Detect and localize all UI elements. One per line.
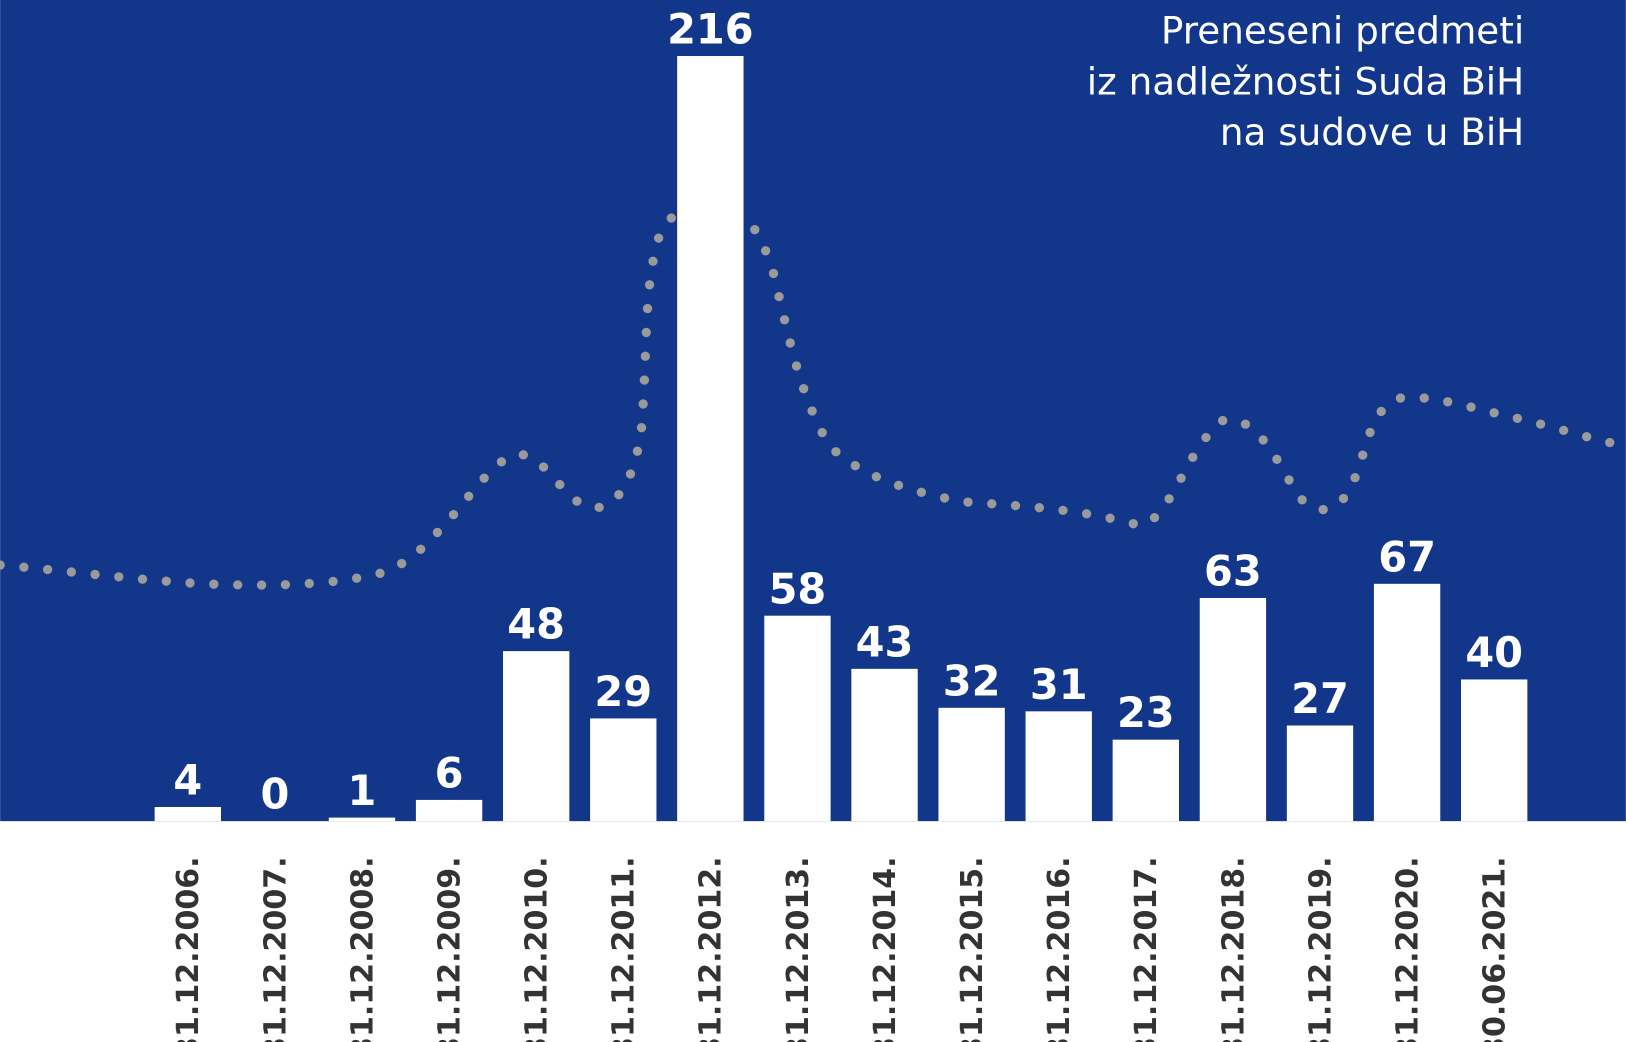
value-label: 1 bbox=[348, 767, 377, 815]
value-label: 216 bbox=[667, 6, 754, 54]
x-tick-label: 31.12.2010. bbox=[520, 856, 555, 1042]
chart-title: Preneseni predmeti bbox=[1161, 9, 1524, 53]
x-tick-label: 31.12.2017. bbox=[1129, 856, 1164, 1042]
bar bbox=[1025, 711, 1092, 822]
value-label: 31 bbox=[1030, 661, 1088, 709]
bar bbox=[590, 718, 657, 822]
x-tick-label: 31.12.2007. bbox=[258, 856, 293, 1042]
bar bbox=[938, 707, 1005, 822]
bar bbox=[1112, 739, 1179, 822]
value-label: 29 bbox=[594, 668, 652, 716]
bar bbox=[1373, 583, 1441, 822]
x-tick-label: 31.12.2006. bbox=[171, 856, 206, 1042]
x-tick-label: 31.12.2008. bbox=[345, 856, 380, 1042]
bar bbox=[502, 651, 570, 822]
x-tick-label: 31.12.2014. bbox=[868, 856, 903, 1042]
x-tick-label: 31.12.2012. bbox=[694, 856, 729, 1042]
x-tick-label: 31.12.2018. bbox=[1216, 856, 1251, 1042]
x-tick-label: 31.12.2019. bbox=[1303, 856, 1338, 1042]
value-label: 23 bbox=[1117, 689, 1175, 737]
value-label: 4 bbox=[173, 757, 202, 805]
bar bbox=[154, 806, 221, 822]
value-label: 27 bbox=[1291, 675, 1349, 723]
value-label: 67 bbox=[1378, 533, 1436, 581]
bar bbox=[851, 668, 918, 822]
bar bbox=[415, 799, 483, 822]
bar bbox=[677, 55, 744, 822]
bar bbox=[1199, 597, 1267, 822]
chart-title: na sudove u BiH bbox=[1220, 110, 1524, 154]
x-tick-label: 31.12.2016. bbox=[1042, 856, 1077, 1042]
value-label: 0 bbox=[260, 771, 289, 819]
value-label: 58 bbox=[769, 565, 827, 613]
x-tick-label: 31.12.2009. bbox=[432, 856, 467, 1042]
chart-title: iz nadležnosti Suda BiH bbox=[1087, 59, 1524, 103]
value-label: 32 bbox=[943, 657, 1001, 705]
bar bbox=[328, 817, 396, 822]
x-tick-label: 30.06.2021. bbox=[1478, 856, 1513, 1042]
x-tick-label: 31.12.2011. bbox=[607, 856, 642, 1042]
bar bbox=[1286, 725, 1354, 822]
bar bbox=[764, 615, 831, 822]
x-tick-label: 31.12.2020. bbox=[1390, 856, 1425, 1042]
x-tick-label: 31.12.2013. bbox=[781, 856, 816, 1042]
value-label: 48 bbox=[507, 601, 565, 649]
value-label: 6 bbox=[435, 749, 464, 797]
value-label: 63 bbox=[1204, 548, 1262, 596]
value-label: 40 bbox=[1465, 629, 1523, 677]
x-tick-label: 31.12.2015. bbox=[955, 856, 990, 1042]
bar bbox=[1461, 679, 1528, 822]
value-label: 43 bbox=[856, 618, 914, 666]
